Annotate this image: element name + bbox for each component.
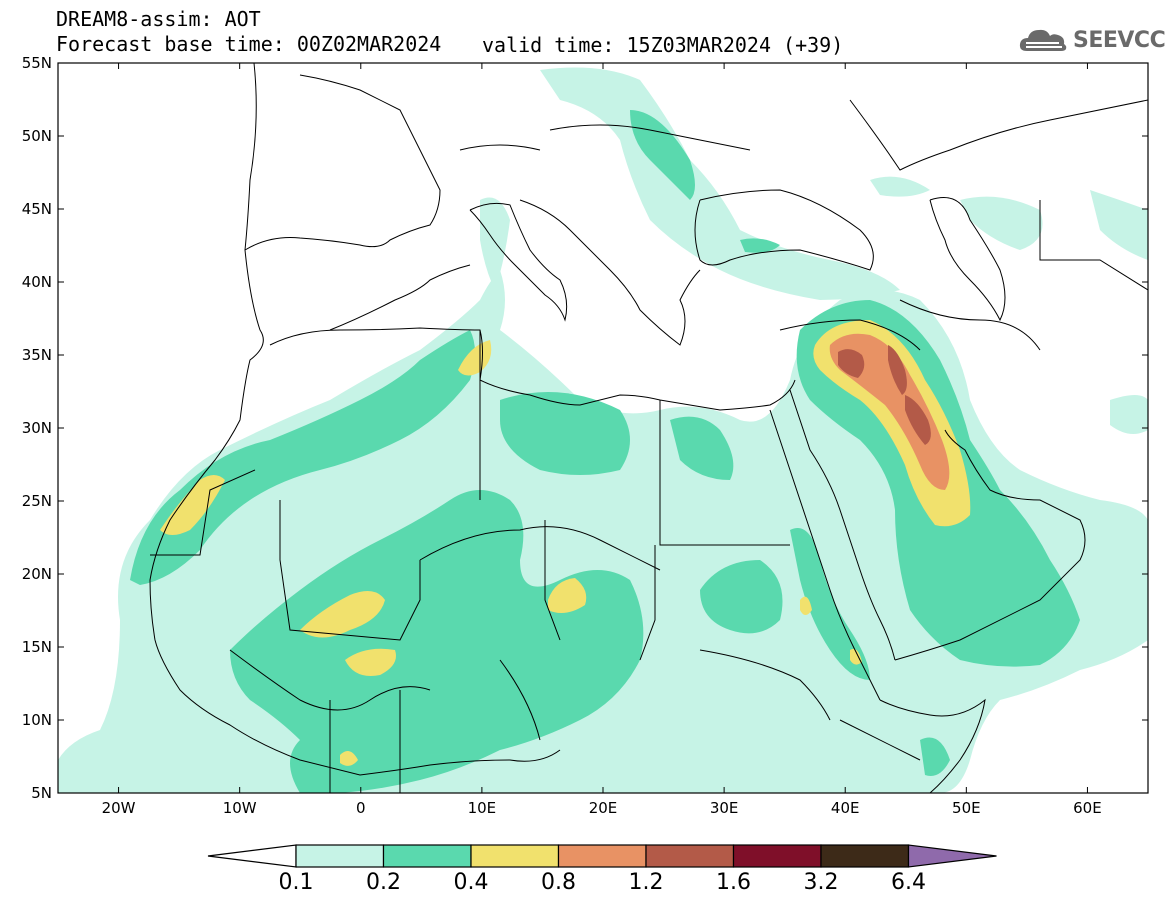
lon-tick-label: 0: [356, 799, 366, 817]
colorbar-segment: [820, 844, 910, 868]
lat-tick-label: 15N: [22, 638, 52, 656]
colorbar-over-arrow: [907, 844, 997, 868]
lat-tick-label: 40N: [22, 273, 52, 291]
lat-tick-label: 35N: [22, 346, 52, 364]
seevccc-logo: SEEVCCC: [1017, 25, 1165, 55]
colorbar-segment: [470, 844, 560, 868]
map-title: DREAM8-assim: AOT: [56, 7, 261, 31]
colorbar-label: 0.8: [541, 870, 576, 895]
lon-tick-label: 10W: [223, 799, 257, 817]
colorbar-label: 0.2: [366, 870, 401, 895]
colorbar-label: 0.4: [454, 870, 489, 895]
colorbar-label: 0.1: [279, 870, 314, 895]
colorbar-label: 1.2: [629, 870, 664, 895]
lon-tick-label: 40E: [831, 799, 860, 817]
colorbar-segment: [557, 844, 647, 868]
lat-tick-label: 20N: [22, 565, 52, 583]
aot-level-1.2: [838, 345, 931, 445]
lon-tick-label: 20E: [589, 799, 618, 817]
lat-tick-label: 10N: [22, 711, 52, 729]
valid-time: valid time: 15Z03MAR2024 (+39): [482, 33, 844, 57]
lon-tick-label: 50E: [952, 799, 981, 817]
colorbar-segment: [732, 844, 822, 868]
lon-tick-label: 60E: [1073, 799, 1102, 817]
colorbar-label: 6.4: [891, 870, 926, 895]
lat-tick-label: 45N: [22, 200, 52, 218]
lat-tick-label: 55N: [22, 54, 52, 72]
colorbar-under-arrow: [207, 844, 297, 868]
coastlines-and-borders: [149, 63, 1148, 793]
lon-tick-label: 10E: [468, 799, 497, 817]
colorbar-label: 1.6: [716, 870, 751, 895]
aot-field: [58, 67, 1148, 793]
forecast-base-time: Forecast base time: 00Z02MAR2024: [56, 32, 442, 56]
colorbar-segment: [382, 844, 472, 868]
colorbar-label: 3.2: [804, 870, 839, 895]
latitude-ticks: 55N 50N 45N 40N 35N 30N 25N 20N 15N 10N 5N: [22, 54, 1148, 802]
lat-tick-label: 5N: [31, 784, 52, 802]
colorbar-segment: [645, 844, 735, 868]
lat-tick-label: 25N: [22, 492, 52, 510]
lon-tick-label: 20W: [102, 799, 136, 817]
longitude-ticks: 20W 10W 0 10E 20E 30E 40E 50E 60E: [102, 63, 1102, 817]
colorbar-segment: [295, 844, 385, 868]
lon-tick-label: 30E: [710, 799, 739, 817]
colorbar: 0.1 0.2 0.4 0.8 1.2 1.6 3.2 6.4: [207, 844, 997, 895]
lat-tick-label: 30N: [22, 419, 52, 437]
cloud-icon: [1019, 29, 1067, 51]
lat-tick-label: 50N: [22, 127, 52, 145]
logo-text: SEEVCCC: [1073, 27, 1165, 53]
